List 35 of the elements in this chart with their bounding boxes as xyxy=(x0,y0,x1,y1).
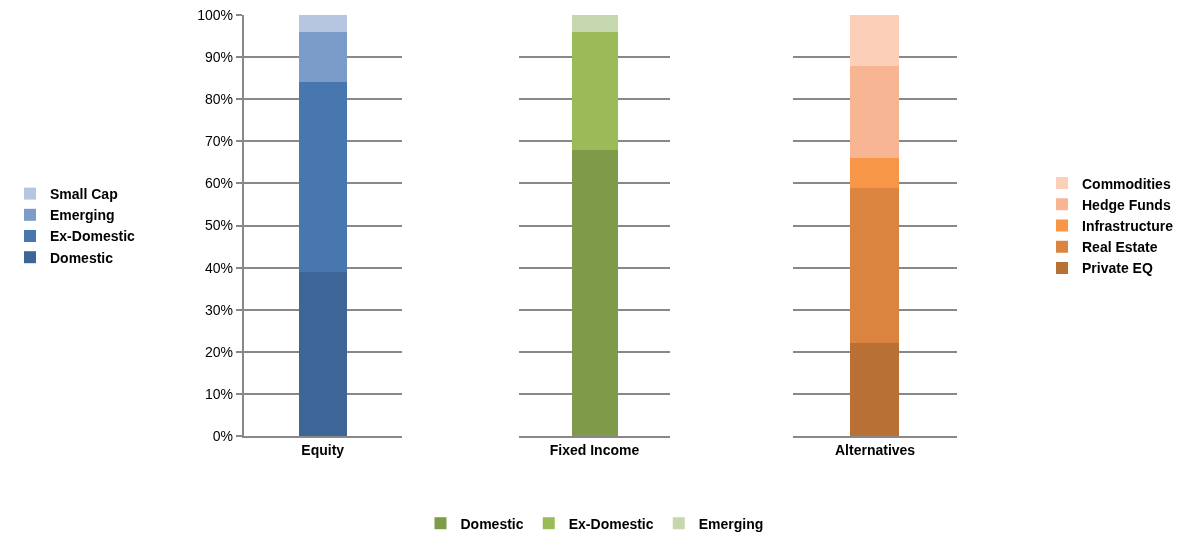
y-tick-label: 60% xyxy=(204,175,233,192)
y-tick-label: 70% xyxy=(204,133,233,150)
legend-label: Domestic xyxy=(460,515,524,532)
bar xyxy=(850,158,900,188)
y-tick-label: 20% xyxy=(204,343,233,360)
bar xyxy=(850,188,900,343)
x-tick-label: Fixed Income xyxy=(549,441,640,458)
y-tick-label: 90% xyxy=(204,49,233,65)
legend-label: Ex-Domestic xyxy=(568,515,654,532)
y-tick-label: 100% xyxy=(197,6,233,23)
y-tick-label: 40% xyxy=(204,259,233,276)
bar xyxy=(850,15,900,66)
bar xyxy=(850,343,900,436)
legend-label: Ex-Domestic xyxy=(50,228,136,245)
legend-label: Emerging xyxy=(50,207,115,224)
legend-label: Infrastructure xyxy=(1082,217,1174,234)
bar xyxy=(298,82,347,272)
y-tick-label: 0% xyxy=(212,427,233,444)
x-tick-label: Alternatives xyxy=(834,441,916,458)
legend-label: Hedge Funds xyxy=(1082,196,1171,213)
bar xyxy=(298,15,347,32)
y-tick-label: 30% xyxy=(204,301,233,318)
legend-label: Real Estate xyxy=(1082,239,1158,256)
y-tick-label: 50% xyxy=(204,217,233,234)
x-tick-label: Equity xyxy=(301,441,345,458)
legend-label: Small Cap xyxy=(50,186,118,203)
bar xyxy=(298,32,347,82)
bar xyxy=(298,272,347,436)
legend-label: Emerging xyxy=(698,515,764,532)
y-tick-label: 10% xyxy=(204,385,233,402)
bar xyxy=(850,66,900,158)
legend-label: Commodities xyxy=(1082,175,1171,192)
y-tick-label: 80% xyxy=(204,91,233,108)
legend-label: Private EQ xyxy=(1082,260,1153,277)
legend-label: Domestic xyxy=(50,249,114,266)
